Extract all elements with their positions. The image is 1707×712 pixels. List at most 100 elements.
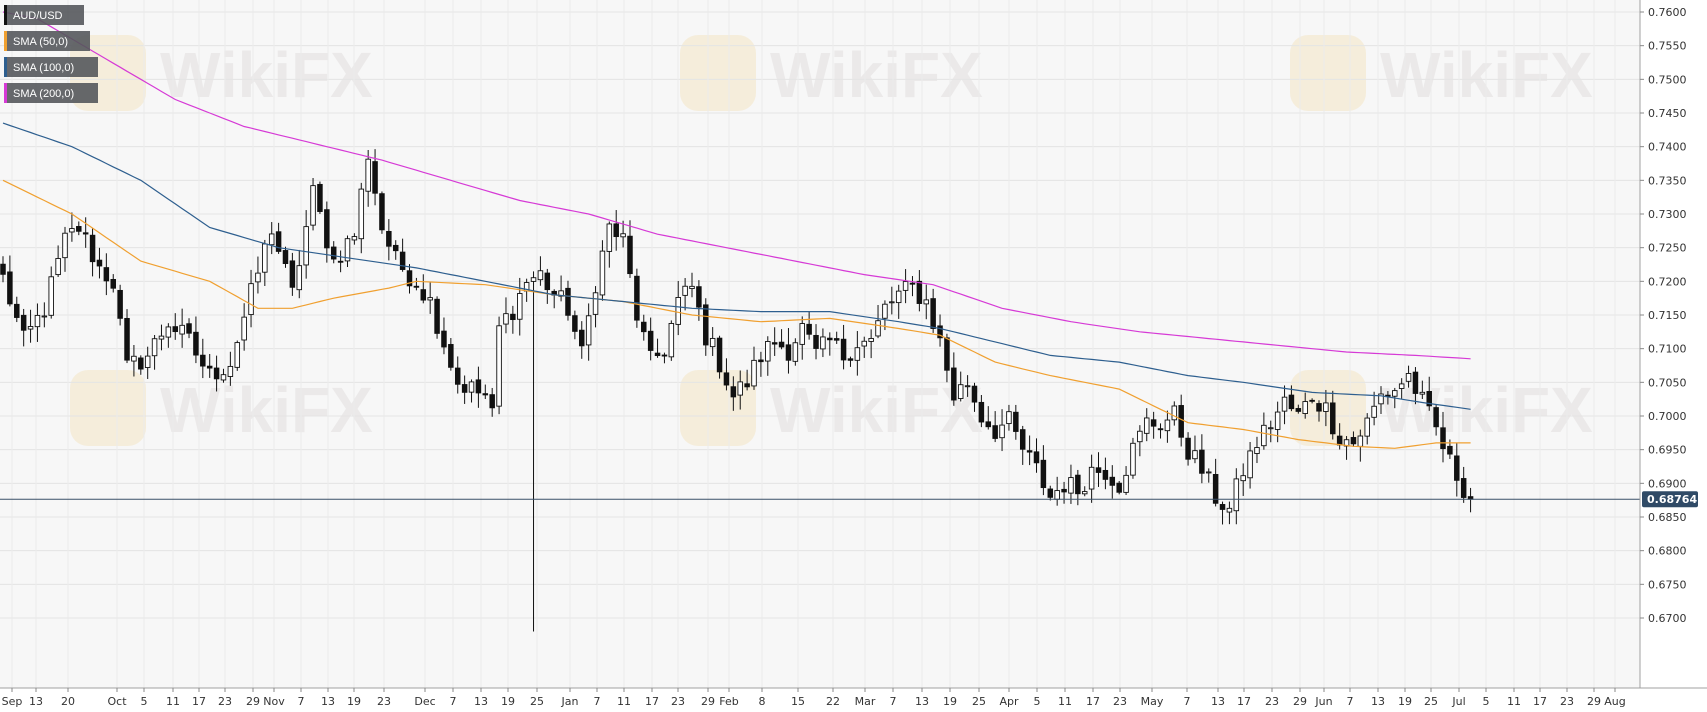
candle-body-up (1088, 466, 1095, 490)
candle (792, 338, 799, 366)
x-tick-label: 7 (594, 695, 601, 708)
last-price-tag-text: 0.68764 (1647, 493, 1697, 506)
candle (1330, 390, 1336, 440)
legend-item-label: AUD/USD (13, 10, 63, 22)
candle-body-down (324, 209, 330, 249)
candle-body-up (875, 320, 881, 337)
x-tick-label: 7 (450, 695, 457, 708)
x-tick-label: 29 (246, 695, 260, 708)
last-price-tag-bg (1642, 491, 1698, 508)
candle (200, 338, 206, 379)
candle-body-up (227, 365, 234, 377)
candle-body-up (468, 381, 475, 393)
candle (379, 191, 385, 234)
candle-body-up (1405, 373, 1412, 382)
legend-item-label: SMA (50,0) (13, 36, 68, 48)
candle (923, 284, 930, 320)
candle-body-down (785, 344, 792, 361)
candle (1150, 411, 1157, 439)
candle (999, 409, 1005, 452)
legend-item-3[interactable]: SMA (200,0) (4, 83, 98, 103)
candle (978, 394, 985, 428)
candle (1302, 392, 1308, 419)
legend-color-swatch (4, 57, 7, 77)
x-tick-label: 23 (218, 695, 232, 708)
watermark-3: WikiFX (70, 370, 373, 446)
x-tick-label: 7 (298, 695, 305, 708)
x-tick-label: 11 (166, 695, 180, 708)
candle (20, 308, 27, 347)
candle-body-down (138, 357, 144, 370)
candle (1061, 481, 1067, 504)
candle (468, 379, 475, 403)
watermark-layer: WikiFX WikiFX WikiFX WikiFX WikiFX WikiFX (70, 35, 1593, 446)
candle (489, 387, 495, 417)
candle-body-down (20, 314, 27, 331)
candle (1378, 386, 1384, 414)
candle (806, 311, 812, 340)
candle-body-up (1254, 447, 1260, 454)
candle (1309, 398, 1315, 404)
candle-body-up (689, 285, 695, 290)
watermark-text: WikiFX (1380, 39, 1593, 111)
candle (544, 268, 551, 304)
candle (620, 220, 626, 248)
legend[interactable]: AUD/USD SMA (50,0) SMA (100,0) SMA (200,0) (4, 5, 98, 103)
candle (827, 332, 833, 356)
legend-item-1[interactable]: SMA (50,0) (4, 31, 90, 51)
candle (1440, 411, 1446, 463)
candle-body-down (627, 235, 633, 275)
x-tick-label: 29 (1293, 695, 1307, 708)
candle (861, 336, 868, 358)
candle (268, 222, 275, 255)
candle-body-up (895, 290, 902, 304)
candle (592, 286, 599, 328)
candle-body-down (944, 337, 950, 371)
x-tick-label: 22 (826, 695, 840, 708)
candle (165, 323, 172, 348)
candle-body-down (1433, 407, 1439, 428)
candle (751, 346, 757, 390)
candle (820, 328, 826, 358)
legend-item-bg (4, 31, 90, 51)
candle (248, 269, 254, 328)
candle (1040, 445, 1047, 496)
candle (193, 316, 199, 364)
candle-body-up (310, 185, 316, 226)
candle-body-down (206, 365, 213, 369)
candle (386, 219, 392, 261)
candle (296, 249, 303, 299)
candle (1178, 394, 1184, 447)
candle-body-up (530, 277, 537, 282)
candle (771, 327, 778, 356)
legend-item-2[interactable]: SMA (100,0) (4, 57, 98, 77)
candle-body-up (1240, 475, 1246, 482)
legend-item-0[interactable]: AUD/USD (4, 5, 84, 25)
candle (1068, 464, 1074, 504)
candle-body-down (386, 230, 392, 247)
candle-body-down (420, 289, 427, 301)
candle (1226, 501, 1233, 525)
candle (55, 245, 61, 277)
candle (227, 351, 234, 386)
candle (117, 284, 123, 326)
candle-body-up (606, 223, 613, 252)
candle (847, 356, 854, 367)
x-tick-label: 25 (530, 695, 544, 708)
candle (103, 253, 110, 296)
y-tick-label: 0.7200 (1648, 275, 1687, 288)
candle (496, 316, 502, 415)
candle-body-up (248, 283, 254, 316)
candle (689, 272, 695, 298)
candle (392, 240, 399, 260)
candle-body-down (7, 271, 13, 305)
y-tick-label: 0.7250 (1648, 242, 1687, 255)
candle (151, 334, 158, 370)
watermark-text: WikiFX (1380, 374, 1593, 446)
candle (909, 276, 916, 297)
candle (1240, 463, 1246, 496)
candle (1192, 435, 1198, 464)
candle (420, 274, 427, 304)
y-tick-label: 0.7400 (1648, 141, 1687, 154)
